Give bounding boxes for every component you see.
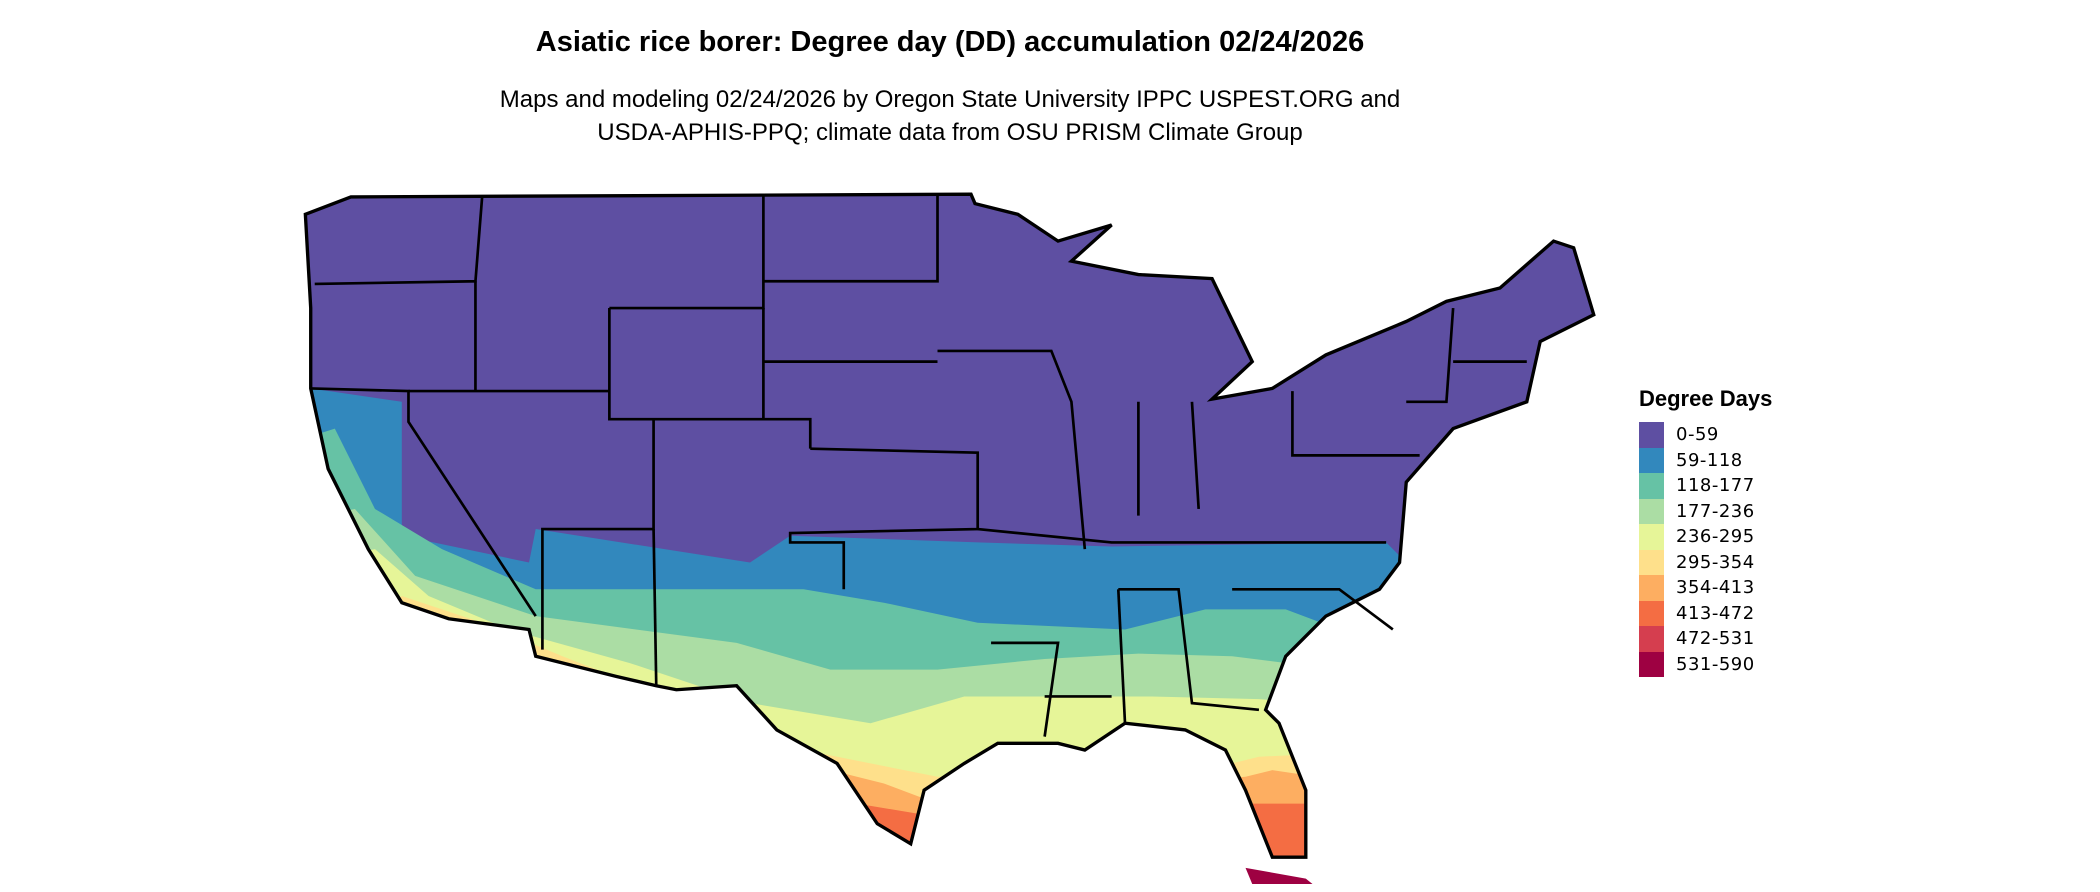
legend-label: 177-236 (1676, 500, 1755, 522)
legend-item: 295-354 (1639, 549, 1772, 575)
legend-swatch (1639, 422, 1664, 448)
legend-label: 236-295 (1676, 526, 1755, 548)
legend-swatch (1639, 626, 1664, 652)
legend-swatch (1639, 473, 1664, 499)
legend-item: 354-413 (1639, 575, 1772, 601)
map-subtitle-line1: Maps and modeling 02/24/2026 by Oregon S… (499, 86, 1401, 113)
legend-label: 531-590 (1676, 653, 1755, 675)
legend-label: 472-531 (1676, 628, 1755, 650)
legend-label: 295-354 (1676, 551, 1755, 573)
legend-label: 118-177 (1676, 475, 1755, 497)
legend-label: 0-59 (1676, 424, 1719, 446)
legend-item: 472-531 (1639, 626, 1772, 652)
band-531-590-keys (1245, 867, 1313, 884)
legend-label: 59-118 (1676, 449, 1743, 471)
legend-swatch (1639, 600, 1664, 626)
legend-title: Degree Days (1639, 386, 1773, 411)
legend-item: 236-295 (1639, 524, 1772, 550)
legend-label: 354-413 (1676, 577, 1755, 599)
legend-item: 0-59 (1639, 422, 1772, 448)
legend-swatch (1639, 549, 1664, 575)
legend-label: 413-472 (1676, 602, 1755, 624)
state-boundaries (310, 194, 1527, 737)
legend-swatch (1639, 447, 1664, 473)
legend-item: 118-177 (1639, 473, 1772, 499)
legend-swatch (1639, 651, 1664, 677)
legend: Degree Days 0-59 59-118 118-177 177-236 236-… (1639, 386, 1772, 677)
legend-item: 59-118 (1639, 447, 1772, 473)
legend-item: 177-236 (1639, 498, 1772, 524)
legend-swatch (1639, 498, 1664, 524)
legend-swatch (1639, 524, 1664, 550)
legend-item: 531-590 (1639, 651, 1772, 677)
band-413-472 (857, 803, 1407, 858)
map-subtitle-line2: USDA-APHIS-PPQ; climate data from OSU PR… (597, 119, 1303, 146)
map-title: Asiatic rice borer: Degree day (DD) accu… (535, 26, 1365, 58)
legend-item: 413-472 (1639, 600, 1772, 626)
legend-swatch (1639, 575, 1664, 601)
